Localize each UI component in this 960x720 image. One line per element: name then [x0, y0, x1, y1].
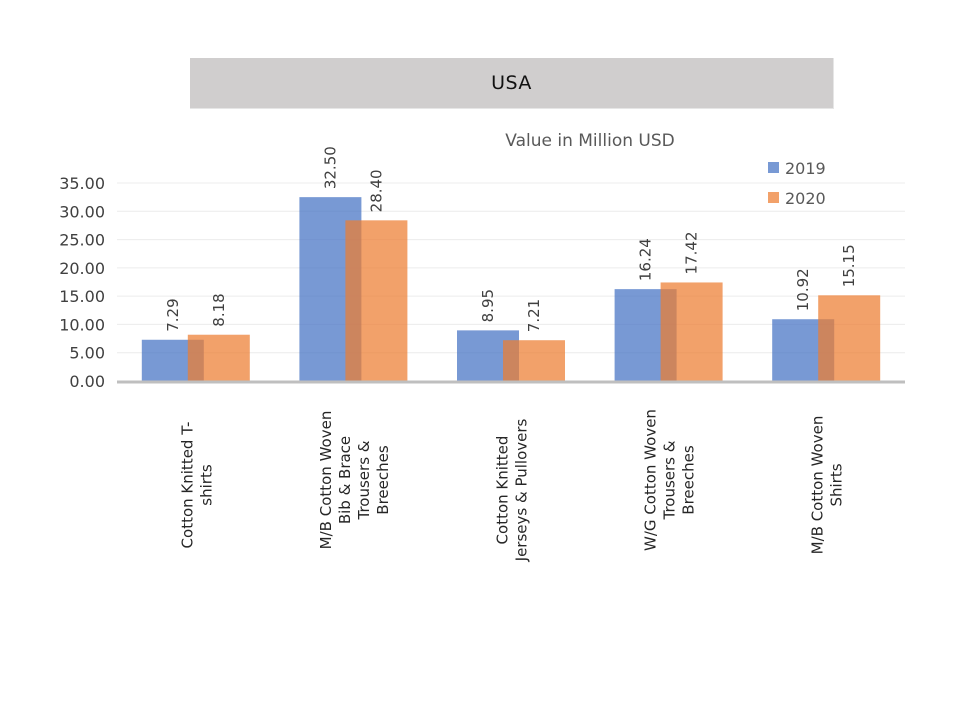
x-category-label: Cotton Knitted T-shirts — [178, 422, 215, 549]
x-category-label-line: Cotton Knitted T- — [178, 422, 196, 549]
legend: 2019 2020 — [768, 159, 826, 208]
y-tick-label: 0.00 — [69, 372, 105, 391]
y-tick-label: 20.00 — [59, 259, 105, 278]
x-category-label: W/G Cotton Woven Trousers & Breeches — [642, 409, 698, 551]
data-label-2020: 17.42 — [683, 231, 701, 274]
chart-title-banner: USA — [190, 58, 834, 109]
y-tick-label: 35.00 — [59, 174, 105, 193]
data-label-2019: 16.24 — [637, 238, 655, 281]
data-labels: 7.29 8.18 32.50 28.40 8.95 7.21 16.24 17.42 10.9… — [164, 146, 858, 332]
y-axis: 0.00 5.00 10.00 15.00 20.00 25.00 30.00 35.00 — [59, 174, 105, 391]
legend-swatch-2019 — [768, 162, 779, 173]
data-label-2019: 10.92 — [794, 268, 812, 311]
x-category-label-line: W/G Cotton Woven — [642, 409, 660, 551]
data-label-2019: 8.95 — [479, 289, 497, 322]
x-axis: Cotton Knitted T-shirts M/B Cotton Woven B… — [117, 380, 905, 562]
x-category-label-line: Shirts — [828, 463, 846, 506]
bars — [141, 197, 881, 381]
bar-2020 — [660, 282, 723, 381]
legend-swatch-2020 — [768, 192, 779, 203]
bar-2020 — [345, 220, 408, 381]
x-category-label-line: Breeches — [374, 445, 392, 515]
chart-title: USA — [491, 72, 532, 94]
y-tick-label: 5.00 — [69, 344, 105, 363]
x-category-label-line: Trousers & — [355, 440, 373, 520]
bar-2020 — [503, 340, 565, 381]
x-category-label: Cotton Knitted Jerseys & Pullovers — [494, 418, 531, 562]
data-label-2019: 7.29 — [164, 298, 182, 331]
bar-2020 — [187, 334, 250, 381]
x-category-label-line: Cotton Knitted — [494, 436, 512, 545]
x-category-label-line: shirts — [197, 464, 215, 506]
data-label-2020: 28.40 — [367, 169, 385, 212]
x-category-label: M/B Cotton Woven Shirts — [809, 416, 846, 555]
data-label-2019: 32.50 — [321, 146, 339, 189]
x-category-label-line: Jerseys & Pullovers — [513, 418, 531, 562]
y-tick-label: 25.00 — [59, 231, 105, 250]
y-tick-label: 30.00 — [59, 202, 105, 221]
x-category-label-line: M/B Cotton Woven — [317, 411, 335, 550]
data-label-2020: 7.21 — [525, 299, 543, 332]
x-category-label: M/B Cotton Woven Bib & Brace Trousers & Bre… — [317, 411, 392, 550]
data-label-2020: 8.18 — [210, 293, 228, 326]
data-label-2020: 15.15 — [840, 244, 858, 287]
y-tick-label: 15.00 — [59, 287, 105, 306]
bar-2020 — [818, 295, 881, 381]
legend-label-2019: 2019 — [785, 159, 826, 178]
x-category-label-line: M/B Cotton Woven — [809, 416, 827, 555]
x-category-label-line: Bib & Brace — [336, 436, 354, 524]
x-category-label-line: Breeches — [680, 445, 698, 515]
y-tick-label: 10.00 — [59, 315, 105, 334]
x-category-label-line: Trousers & — [661, 440, 679, 520]
chart-subtitle: Value in Million USD — [505, 131, 674, 151]
legend-label-2020: 2020 — [785, 189, 826, 208]
